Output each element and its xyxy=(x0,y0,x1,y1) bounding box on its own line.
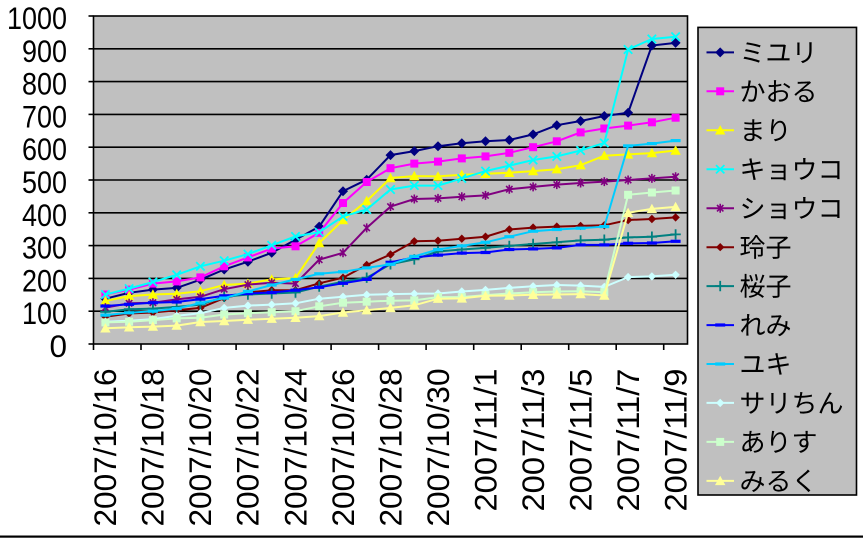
svg-text:2007/10/24: 2007/10/24 xyxy=(277,369,313,527)
svg-text:200: 200 xyxy=(22,262,67,298)
svg-text:2007/11/7: 2007/11/7 xyxy=(610,369,646,512)
svg-text:600: 600 xyxy=(22,131,67,167)
svg-text:400: 400 xyxy=(22,197,67,233)
svg-text:700: 700 xyxy=(22,98,67,134)
svg-text:800: 800 xyxy=(22,66,67,102)
svg-text:2007/10/20: 2007/10/20 xyxy=(182,369,218,527)
svg-text:2007/10/22: 2007/10/22 xyxy=(230,369,266,527)
svg-text:2007/11/9: 2007/11/9 xyxy=(657,369,693,512)
svg-text:2007/11/5: 2007/11/5 xyxy=(562,369,598,512)
svg-text:900: 900 xyxy=(22,33,67,69)
svg-text:500: 500 xyxy=(22,164,67,200)
svg-text:2007/10/30: 2007/10/30 xyxy=(420,369,456,527)
svg-text:0: 0 xyxy=(49,328,67,364)
svg-text:2007/11/1: 2007/11/1 xyxy=(467,369,503,512)
svg-text:2007/11/3: 2007/11/3 xyxy=(515,369,551,512)
svg-text:1000: 1000 xyxy=(7,0,67,36)
svg-text:2007/10/16: 2007/10/16 xyxy=(87,369,123,527)
svg-text:2007/10/26: 2007/10/26 xyxy=(325,369,361,527)
svg-text:2007/10/28: 2007/10/28 xyxy=(372,369,408,527)
svg-text:100: 100 xyxy=(22,295,67,331)
svg-text:300: 300 xyxy=(22,230,67,266)
svg-text:2007/10/18: 2007/10/18 xyxy=(135,369,171,527)
